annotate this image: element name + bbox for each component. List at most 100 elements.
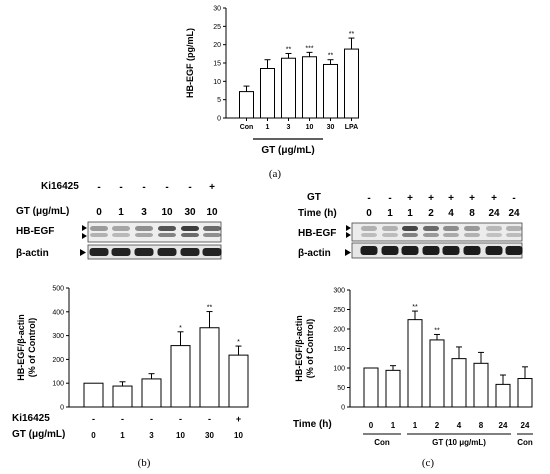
lane-time: 2: [428, 208, 434, 219]
actin-band: [485, 246, 503, 255]
lane-treatment: -: [208, 414, 211, 424]
chart-a: 0 5 10 15 20 25 30 HB-EGF (pg/mL) Con 1 ** 3 *** 10 **…: [185, 6, 359, 131]
significance-mark: **: [349, 31, 355, 38]
x-tick-label: 30: [327, 124, 335, 131]
bar: [495, 383, 511, 408]
blot-b-actin-arrow: [80, 249, 86, 256]
lane-time: 0: [369, 421, 374, 430]
bar: [517, 378, 533, 408]
bar: [407, 319, 423, 408]
bar: [385, 369, 401, 408]
lane-time: 8: [469, 208, 475, 219]
lane-treatment: -: [150, 414, 153, 424]
y-axis-label: (% of Control): [27, 318, 37, 377]
blot-c-hbegf-arrow-1: [346, 225, 351, 231]
group-label: Con: [517, 438, 533, 447]
actin-band: [463, 246, 481, 255]
blot-c-actin-bands: [360, 246, 523, 255]
lane-treatment: +: [236, 414, 241, 424]
bar: [112, 385, 133, 408]
blot-c-actin-arrow: [345, 249, 351, 256]
bar: [141, 378, 162, 408]
actin-band: [442, 246, 460, 255]
significance-mark: **: [207, 305, 213, 312]
bar: [473, 362, 489, 408]
y-tick-label: 100: [333, 366, 345, 373]
hbegf-band: [506, 226, 522, 231]
blot-c-hbegf-bands: [361, 226, 522, 237]
caption-b: (b): [138, 457, 151, 469]
lane-treatment: -: [179, 414, 182, 424]
lane-time: 1: [413, 421, 418, 430]
lane-time: 1: [391, 421, 396, 430]
hbegf-band: [486, 226, 502, 231]
bottom-c-groups: Con GT (10 μg/mL) Con: [363, 433, 533, 447]
bar: [302, 56, 317, 119]
actin-band: [422, 246, 440, 255]
hbegf-band: [203, 226, 221, 231]
significance-mark: ***: [305, 45, 313, 52]
lane-treatment: -: [512, 193, 515, 204]
lane-treatment: -: [121, 414, 124, 424]
lane-treatment: +: [428, 193, 434, 204]
hbegf-band: [158, 233, 176, 237]
significance-mark: **: [286, 46, 292, 53]
lane-treatment: -: [165, 182, 168, 193]
lane-treatment: +: [448, 193, 454, 204]
hbegf-band: [90, 233, 108, 237]
y-tick-label: 150: [333, 346, 345, 353]
hbegf-band: [486, 233, 502, 237]
blot-b-actin-bands: [89, 248, 222, 256]
lane-dose: 10: [234, 431, 243, 440]
significance-mark: *: [179, 325, 182, 332]
lane-treatment: -: [367, 193, 370, 204]
hbegf-band: [361, 233, 377, 237]
blot-c-row1-label: GT: [307, 192, 321, 203]
bar: [83, 382, 104, 408]
lane-treatment: -: [188, 182, 191, 193]
blot-b-actin-label: β-actin: [16, 248, 49, 259]
blot-c-hbegf-label: HB-EGF: [298, 228, 336, 239]
y-axis-label: HB-EGF (pg/mL): [185, 28, 195, 98]
bar: [429, 339, 445, 408]
y-tick-label: 300: [333, 288, 345, 295]
bar: [281, 57, 296, 119]
bottom-b-row2-label: GT (μg/mL): [12, 429, 65, 440]
y-tick-label: 20: [213, 42, 221, 49]
lane-treatment: -: [119, 182, 122, 193]
lane-treatment: -: [92, 414, 95, 424]
actin-band: [134, 248, 154, 256]
blot-c-hbegf-arrow-2: [346, 232, 351, 238]
caption-a: (a): [269, 168, 282, 180]
hbegf-band: [443, 226, 459, 231]
group-label: GT (10 μg/mL): [432, 438, 486, 447]
lane-time: 2: [435, 421, 440, 430]
lane-time: 24: [521, 421, 530, 430]
y-tick-label: 50: [337, 385, 345, 392]
blot-b-lane-labels: - - - - - +0 1 3 10 30 10: [96, 182, 218, 218]
hbegf-band: [382, 233, 398, 237]
x-tick-label: LPA: [345, 124, 358, 131]
y-tick-label: 100: [52, 381, 64, 388]
bar: [199, 327, 220, 408]
hbegf-band: [135, 233, 153, 237]
lane-dose: 10: [206, 207, 218, 218]
hbegf-band: [402, 233, 418, 237]
hbegf-band: [382, 226, 398, 231]
actin-band: [89, 248, 109, 256]
actin-band: [180, 248, 200, 256]
y-tick-label: 500: [52, 286, 64, 293]
actin-band: [360, 246, 378, 255]
lane-time: 24: [508, 208, 520, 219]
lane-dose: 30: [184, 207, 196, 218]
bottom-c-lane-values: 0 1 1 2 4 8 24 24: [369, 421, 530, 430]
y-tick-label: 0: [341, 405, 345, 412]
bottom-c-row-label: Time (h): [293, 419, 332, 430]
y-tick-label: 200: [333, 327, 345, 334]
y-axis-label: HB-EGF/β-actin: [294, 315, 304, 382]
hbegf-band: [112, 226, 130, 231]
y-tick-label: 250: [333, 307, 345, 314]
blot-b-hbegf-label: HB-EGF: [16, 226, 54, 237]
bottom-b-row1-label: Ki16425: [12, 413, 50, 424]
hbegf-band: [464, 226, 480, 231]
